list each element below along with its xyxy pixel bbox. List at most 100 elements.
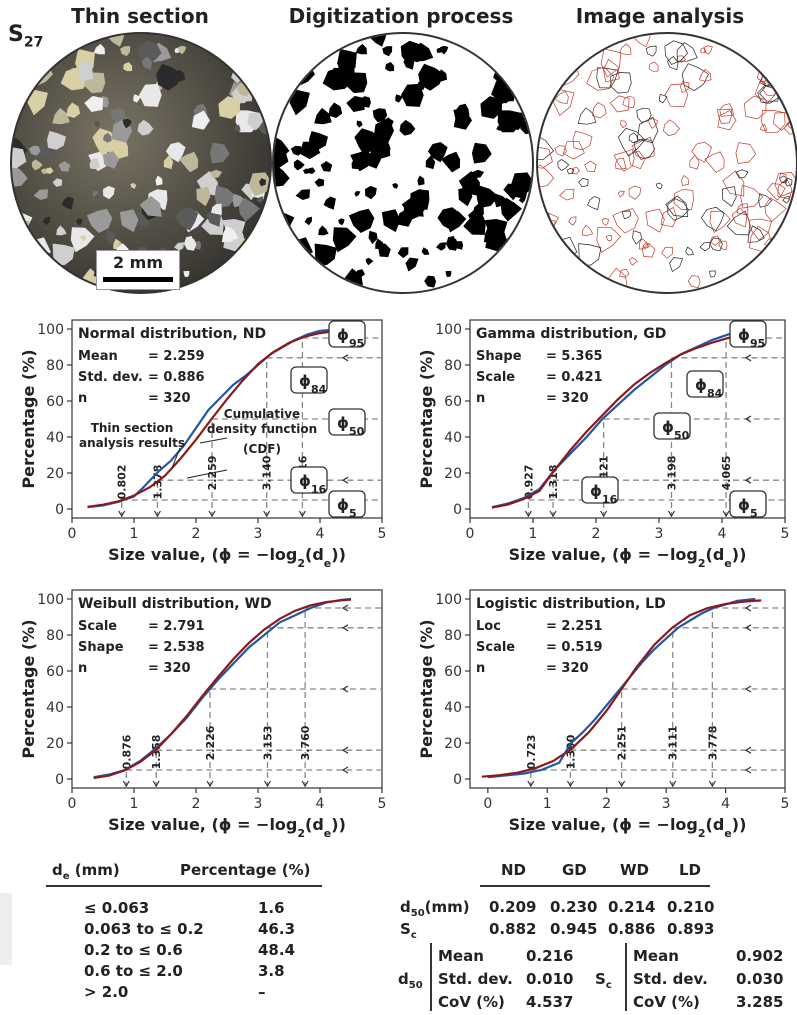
param-label: Scale [78, 619, 117, 634]
grain-outline [609, 95, 630, 113]
grain-outline [704, 151, 725, 173]
percentile-arrow-left [341, 766, 349, 774]
percentile-arrow-down [263, 510, 271, 518]
grain-outline [658, 93, 668, 104]
percentile-value-label: 2.251 [616, 726, 629, 761]
percentile-arrow-down [549, 510, 557, 518]
grain-shape [436, 242, 447, 251]
y-axis-title: Percentage (%) [417, 619, 436, 758]
grain-shape [246, 271, 259, 282]
grain-shape [441, 151, 461, 173]
phi-percentile-box [290, 366, 328, 394]
table-cell-percentage: – [258, 983, 266, 1001]
stats-label-sc: Mean [633, 947, 679, 965]
grain-shape [102, 151, 120, 169]
grain-outline [619, 268, 630, 278]
grain-shape [510, 172, 532, 197]
table-top-rule [480, 885, 710, 887]
grain-shape [173, 69, 186, 82]
grain-shape [15, 273, 25, 285]
grain-shape [86, 208, 113, 233]
grain-outline [731, 207, 748, 228]
grain-outline [636, 116, 659, 144]
grain-outline [665, 195, 689, 218]
x-axis-title: Size value, (ϕ = −log2(de)) [509, 815, 747, 840]
table-cell-size-range: 0.063 to ≤ 0.2 [84, 920, 204, 938]
grain-shape [191, 110, 210, 130]
header-thin-section: Thin section [71, 4, 209, 28]
grain-outline [539, 63, 564, 89]
grain-shape [12, 205, 25, 231]
table-cell-size-range: 0.6 to ≤ 2.0 [84, 962, 183, 980]
grain-shape [84, 95, 104, 112]
grain-outline [545, 34, 569, 58]
y-axis-title: Percentage (%) [19, 349, 38, 488]
grain-outline [586, 66, 615, 91]
grain-outline [747, 225, 765, 243]
table-header-size: de (mm) [52, 861, 120, 882]
grain-shape [348, 208, 375, 233]
grain-shape [73, 278, 85, 286]
grain-outline [708, 270, 716, 278]
param-label: Shape [78, 640, 124, 655]
grain-outline [615, 157, 627, 170]
percentile-arrow-left [744, 476, 752, 484]
grain-shape [521, 248, 532, 264]
grain-outline [641, 242, 656, 258]
grain-shape [174, 242, 185, 251]
grain-shape [210, 169, 223, 179]
x-tick-label: 4 [718, 526, 727, 542]
grain-outline [557, 158, 570, 171]
grain-shape [27, 89, 48, 116]
grain-outline [735, 142, 757, 164]
grain-shape [476, 185, 499, 209]
grain-shape [12, 147, 27, 169]
grain-outline [581, 224, 594, 236]
grain-outline [736, 203, 749, 216]
y-tick-label: 0 [55, 772, 64, 788]
grain-outline [722, 170, 745, 197]
grain-outline [538, 164, 555, 188]
image-analysis-image [536, 32, 797, 294]
y-tick-label: 60 [444, 394, 462, 410]
grain-shape [453, 110, 472, 130]
grain-shape [365, 257, 374, 266]
grain-outline [599, 277, 612, 286]
grain-shape [80, 235, 86, 241]
sc-stats-divider [625, 943, 627, 1011]
grain-shape [13, 63, 38, 88]
chart-logistic-distribution: 0 1 2 3 4 5 0 20 40 60 80 100 Size value, (ϕ = −log2… [417, 589, 789, 840]
grain-outline [576, 281, 587, 292]
annotation-pointer [199, 437, 228, 444]
grain-shape [314, 243, 337, 267]
percentile-arrow-down [301, 780, 309, 788]
grain-shape [274, 164, 290, 187]
table-cell-sc: 0.886 [608, 920, 656, 938]
grain-outline [735, 169, 749, 179]
grain-outline [578, 178, 589, 188]
grain-shape [298, 42, 310, 53]
grain-shape [421, 247, 430, 255]
grain-shape [289, 89, 310, 116]
x-tick-label: 4 [721, 796, 730, 812]
phi-percentile-box [729, 320, 767, 348]
y-tick-label: 0 [55, 502, 64, 518]
grain-shape [295, 189, 310, 200]
grain-shape [370, 34, 387, 47]
grain-outline [655, 182, 663, 190]
grain-outline [700, 206, 725, 231]
phi-percentile-box [290, 466, 328, 494]
grain-shape [218, 96, 240, 119]
grain-shape [513, 233, 531, 251]
percentile-value-label: 3.778 [706, 726, 719, 761]
x-axis-title: Size value, (ϕ = −log2(de)) [108, 545, 346, 570]
scale-bar: 2 mm [96, 250, 180, 290]
series-line-cdf [93, 598, 352, 780]
param-label: Loc [476, 619, 501, 634]
grain-outline [699, 241, 711, 252]
annotation-analysis-results: analysis results [79, 436, 185, 450]
grain-shape [401, 196, 424, 217]
grain-shape [137, 119, 154, 136]
grain-outline [636, 107, 652, 123]
percentile-arrow-down [263, 780, 272, 788]
